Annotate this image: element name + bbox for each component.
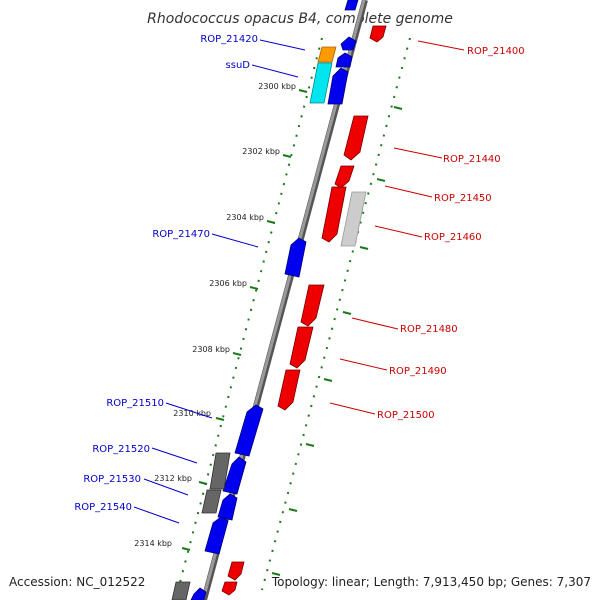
gene-label-rop21420[interactable]: ROP_21420: [200, 34, 258, 45]
gene-label-rop21400[interactable]: ROP_21400: [467, 46, 525, 57]
gene-label-rop21440[interactable]: ROP_21440: [443, 154, 501, 165]
tick-label: 2304 kbp: [226, 213, 264, 222]
gene-arrow-forward[interactable]: [327, 67, 349, 105]
gene-label-rop21460[interactable]: ROP_21460: [424, 232, 482, 243]
gene-arrow-forward[interactable]: [344, 0, 359, 11]
gene-label-rop21470[interactable]: ROP_21470: [152, 229, 210, 240]
gene-ssud[interactable]: [309, 62, 333, 104]
gene-label-rop21540[interactable]: ROP_21540: [74, 502, 132, 513]
gene-label-rop21510[interactable]: ROP_21510: [106, 398, 164, 409]
left-scale-track: [177, 37, 323, 591]
gene-arrow-forward[interactable]: [217, 493, 238, 521]
gene-arrow-forward[interactable]: [190, 587, 207, 600]
tick-label: 2314 kbp: [134, 539, 172, 548]
gene-label-rop21520[interactable]: ROP_21520: [92, 444, 150, 455]
tick-label: 2300 kbp: [258, 82, 296, 91]
gene-label-rop21530[interactable]: ROP_21530: [83, 474, 141, 485]
tick-label: 2306 kbp: [209, 279, 247, 288]
gene-arrow-forward[interactable]: [340, 36, 357, 51]
gene-pseudo[interactable]: [201, 489, 222, 514]
tick-label: 2302 kbp: [242, 147, 280, 156]
gene-arrow-reverse[interactable]: [227, 561, 245, 581]
left-leader-lines: [133, 39, 306, 524]
gene-arrow-reverse[interactable]: [343, 115, 369, 161]
gene-label-rop21450[interactable]: ROP_21450: [434, 193, 492, 204]
gene-label-ssud[interactable]: ssuD: [226, 60, 251, 71]
gene-arrow-forward[interactable]: [335, 52, 353, 68]
gene-arrow-reverse[interactable]: [369, 25, 387, 43]
right-major-ticks: [271, 106, 403, 576]
right-scale-track: [261, 37, 411, 591]
gene-arrow-reverse[interactable]: [289, 326, 314, 369]
gene-arrow-reverse[interactable]: [321, 186, 347, 243]
gene-pseudo[interactable]: [171, 581, 191, 600]
gene-label-rop21500[interactable]: ROP_21500: [377, 410, 435, 421]
gene-label-rop21490[interactable]: ROP_21490: [389, 366, 447, 377]
gene-arrow-forward[interactable]: [234, 404, 264, 457]
tick-label: 2308 kbp: [192, 345, 230, 354]
tick-label: 2312 kbp: [154, 474, 192, 483]
gene-arrow-reverse[interactable]: [221, 581, 238, 596]
accession-text: Accession: NC_012522: [9, 575, 145, 589]
gene-rop21420[interactable]: [317, 46, 337, 63]
gene-label-rop21480[interactable]: ROP_21480: [400, 324, 458, 335]
tick-label: 2310 kbp: [173, 409, 211, 418]
left-major-ticks: [181, 89, 308, 551]
right-leader-lines: [329, 40, 465, 415]
gene-arrow-forward[interactable]: [284, 237, 307, 278]
gene-arrow-reverse[interactable]: [300, 284, 325, 327]
gene-arrow-reverse[interactable]: [334, 165, 355, 189]
genome-title: Rhodococcus opacus B4, complete genome: [147, 11, 453, 27]
genome-summary-text: Topology: linear; Length: 7,913,450 bp; …: [271, 575, 591, 589]
gene-rop21460[interactable]: [340, 191, 367, 247]
gene-arrow-reverse[interactable]: [277, 369, 301, 411]
gene-arrow-forward[interactable]: [204, 516, 229, 555]
gene-pseudo[interactable]: [209, 452, 231, 490]
